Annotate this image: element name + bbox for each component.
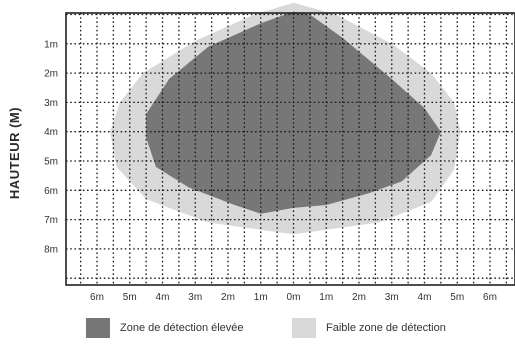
legend-swatch-low — [292, 318, 316, 338]
y-tick-label: 3m — [44, 98, 58, 109]
y-axis-ticks: 1m 2m 3m 4m 5m 6m 7m 8m — [44, 39, 58, 255]
grid-lines — [66, 13, 515, 285]
legend: Zone de détection élevée Faible zone de … — [0, 318, 515, 340]
x-tick-label: 1m — [254, 292, 268, 303]
y-tick-label: 2m — [44, 69, 58, 80]
y-tick-label: 8m — [44, 244, 58, 255]
legend-label-high: Zone de détection élevée — [120, 322, 244, 334]
legend-item-low: Faible zone de détection — [292, 318, 446, 338]
x-tick-label: 4m — [156, 292, 170, 303]
legend-item-high: Zone de détection élevée — [86, 318, 244, 338]
plot-frame — [65, 12, 515, 286]
x-tick-label: 5m — [450, 292, 464, 303]
x-tick-label: 6m — [90, 292, 104, 303]
x-tick-label: 4m — [418, 292, 432, 303]
x-tick-label: 0m — [287, 292, 301, 303]
x-tick-label: 1m — [319, 292, 333, 303]
x-tick-label: 3m — [385, 292, 399, 303]
y-tick-label: 6m — [44, 186, 58, 197]
detection-zones — [110, 2, 461, 235]
x-tick-label: 5m — [123, 292, 137, 303]
x-tick-label: 2m — [352, 292, 366, 303]
x-tick-label: 3m — [188, 292, 202, 303]
x-tick-label: 6m — [483, 292, 497, 303]
y-tick-label: 5m — [44, 157, 58, 168]
legend-swatch-high — [86, 318, 110, 338]
y-tick-label: 4m — [44, 127, 58, 138]
high-detection-zone — [146, 11, 441, 214]
x-axis-ticks: 6m 5m 4m 3m 2m 1m 0m 1m 2m 3m 4m 5m 6m — [90, 292, 497, 303]
x-tick-label: 2m — [221, 292, 235, 303]
legend-label-low: Faible zone de détection — [326, 322, 446, 334]
y-tick-label: 1m — [44, 39, 58, 50]
y-tick-label: 7m — [44, 215, 58, 226]
y-axis-label: HAUTEUR (M) — [7, 107, 22, 199]
